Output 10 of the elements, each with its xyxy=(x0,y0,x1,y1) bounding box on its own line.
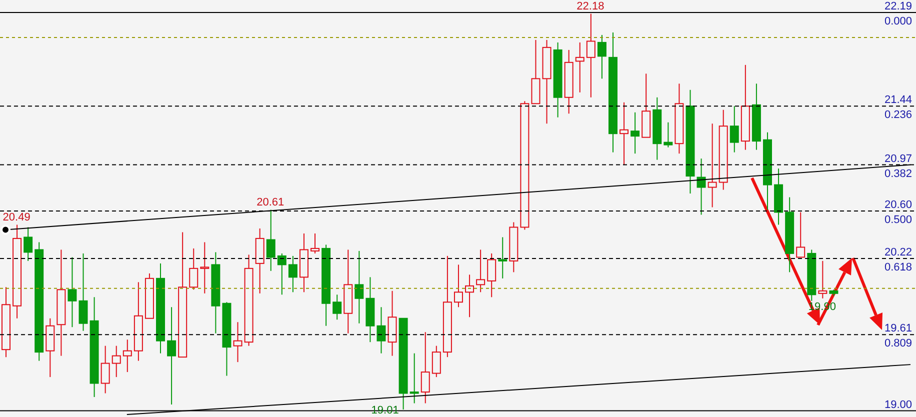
ref-line-label: 21.44 0.236 xyxy=(884,94,912,122)
ref-line-label: 19.00 xyxy=(884,398,912,411)
annotation: 22.18 xyxy=(576,0,604,13)
ref-line-label: 22.19 0.000 xyxy=(884,0,912,28)
ref-line-label: 19.61 0.809 xyxy=(884,322,912,350)
ref-line-label: 20.60 0.500 xyxy=(884,198,912,226)
ref-line-label: 20.97 0.382 xyxy=(884,152,912,180)
ref-line-label: 20.22 0.618 xyxy=(884,246,912,274)
annotation: 20.49 xyxy=(2,212,30,224)
annotation: 20.61 xyxy=(256,196,284,209)
